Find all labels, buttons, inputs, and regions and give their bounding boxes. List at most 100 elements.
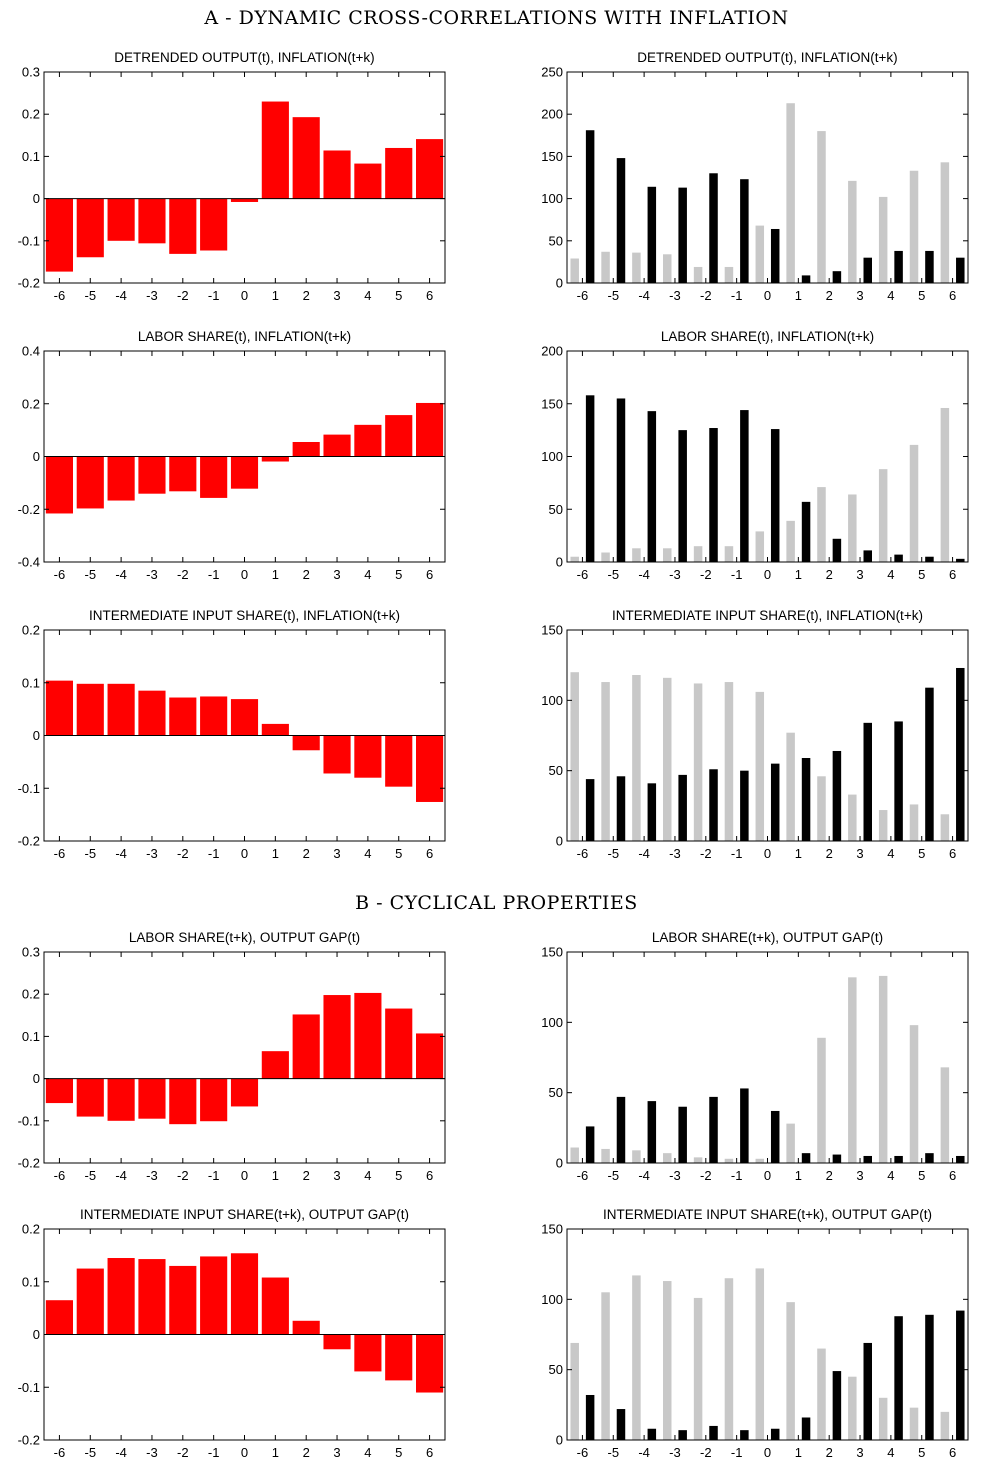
ytick-label: 0.4 [22, 344, 40, 359]
xtick-label: 2 [826, 1168, 833, 1183]
ytick-label: -0.2 [18, 1433, 40, 1448]
xtick-label: -3 [146, 1445, 158, 1460]
bar--4 [107, 1258, 135, 1335]
xtick-label: -2 [700, 1445, 712, 1460]
xtick-label: -5 [84, 567, 96, 582]
bar-series1-3 [848, 794, 857, 841]
bar-series1--5 [601, 1292, 610, 1440]
bar-series2--6 [585, 779, 595, 841]
xtick-label: 3 [856, 288, 863, 303]
xtick-label: 6 [426, 1445, 433, 1460]
xtick-label: -5 [607, 846, 619, 861]
chart-title: LABOR SHARE(t), INFLATION(t+k) [138, 329, 351, 344]
bar-series1-1 [786, 103, 795, 283]
xtick-label: 0 [241, 846, 248, 861]
xtick-label: -4 [638, 846, 650, 861]
plot-frame [566, 1228, 969, 1441]
bar-series2-4 [894, 721, 903, 841]
bar-series2-5 [925, 1314, 934, 1440]
bar-series2-5 [925, 1153, 934, 1163]
xtick-label: 0 [764, 1168, 771, 1183]
bar--2 [169, 198, 197, 254]
bar-series2--1 [740, 410, 749, 562]
xtick-label: 2 [303, 1445, 310, 1460]
bar-series1--6 [570, 672, 579, 841]
ytick-label: 0.3 [22, 65, 40, 80]
xtick-label: -3 [669, 567, 681, 582]
ytick-label: 150 [541, 945, 563, 960]
xtick-label: 6 [949, 846, 956, 861]
xtick-label: 5 [918, 567, 925, 582]
bar-series2--2 [709, 428, 718, 562]
bar-series1--5 [601, 251, 610, 283]
bar-series1-3 [848, 1376, 857, 1440]
bar-series1-4 [878, 469, 888, 562]
bar-series1-4 [878, 196, 888, 283]
bar-series1--5 [601, 552, 610, 562]
xtick-label: -4 [115, 288, 127, 303]
xtick-label: -3 [146, 1168, 158, 1183]
ytick-label: 0.1 [22, 1274, 40, 1289]
bar--6 [45, 456, 73, 514]
bar-series2--3 [678, 774, 687, 841]
chart-b1-right: LABOR SHARE(t+k), OUTPUT GAP(t) 0 50 100 150… [523, 920, 993, 1195]
bar--5 [76, 1268, 104, 1335]
xtick-label: 6 [426, 1168, 433, 1183]
xtick-label: -6 [577, 567, 589, 582]
xtick-label: 2 [826, 567, 833, 582]
ytick-label: 250 [541, 65, 563, 80]
xtick-label: -1 [731, 1445, 743, 1460]
plot-frame [566, 350, 969, 563]
ytick-label: 0 [33, 1071, 40, 1086]
bar-2 [292, 1014, 320, 1079]
chart-a2-right: LABOR SHARE(t), INFLATION(t+k) 0 50 100 150 2… [523, 319, 993, 594]
chart-svg-a2-right: LABOR SHARE(t), INFLATION(t+k)0501001502… [541, 329, 969, 582]
bar-series1-2 [817, 487, 826, 562]
bar--3 [138, 1078, 166, 1119]
chart-b1-left: LABOR SHARE(t+k), OUTPUT GAP(t) -0.2 -0.1 0… [0, 920, 470, 1195]
bar-series1--4 [632, 675, 641, 841]
ytick-label: 200 [541, 107, 563, 122]
chart-svg-a3-right: INTERMEDIATE INPUT SHARE(t), INFLATION(t… [541, 608, 969, 861]
bar-series1--1 [724, 546, 734, 562]
bar-series1--1 [724, 1278, 734, 1440]
bar-series1--6 [570, 1147, 579, 1163]
bar-series1-0 [755, 1158, 765, 1163]
bar-series1-4 [878, 1397, 888, 1440]
bar-series1-2 [817, 131, 826, 283]
chart-svg-b1-left: LABOR SHARE(t+k), OUTPUT GAP(t) -0.2 -0.1 0… [18, 930, 446, 1183]
xtick-label: -5 [84, 288, 96, 303]
xtick-label: -4 [638, 1445, 650, 1460]
xtick-label: -3 [669, 1445, 681, 1460]
xtick-label: -6 [54, 567, 66, 582]
bar--6 [45, 680, 73, 736]
bar-series1--1 [724, 266, 734, 283]
bar-series2--6 [585, 1394, 595, 1440]
chart-a3-right: INTERMEDIATE INPUT SHARE(t), INFLATION(t… [523, 598, 993, 873]
ytick-label: 0 [556, 555, 563, 570]
bar-series2--2 [709, 769, 718, 841]
bar-4 [354, 424, 382, 457]
xtick-label: 1 [272, 567, 279, 582]
bar-series2--4 [647, 186, 657, 283]
xtick-label: 6 [426, 288, 433, 303]
xtick-label: 5 [918, 288, 925, 303]
xtick-label: 1 [795, 846, 802, 861]
bar-2 [292, 117, 320, 199]
ytick-label: 0.2 [22, 987, 40, 1002]
bar-2 [292, 441, 320, 457]
ytick-label: 0 [33, 728, 40, 743]
bar--6 [45, 1078, 73, 1104]
bar-series1-3 [848, 494, 857, 562]
ytick-label: 50 [549, 502, 563, 517]
xtick-label: -2 [177, 567, 189, 582]
bar-series2--1 [740, 1088, 749, 1163]
bar-series2-0 [770, 228, 780, 283]
chart-title: LABOR SHARE(t+k), OUTPUT GAP(t) [652, 930, 883, 945]
bar-series2-3 [863, 1342, 872, 1440]
bar-1 [261, 456, 289, 462]
chart-title: INTERMEDIATE INPUT SHARE(t), INFLATION(t… [612, 608, 923, 623]
xtick-label: 5 [395, 1168, 402, 1183]
bar-series2--5 [616, 398, 626, 562]
bar-series1-2 [817, 1348, 826, 1440]
